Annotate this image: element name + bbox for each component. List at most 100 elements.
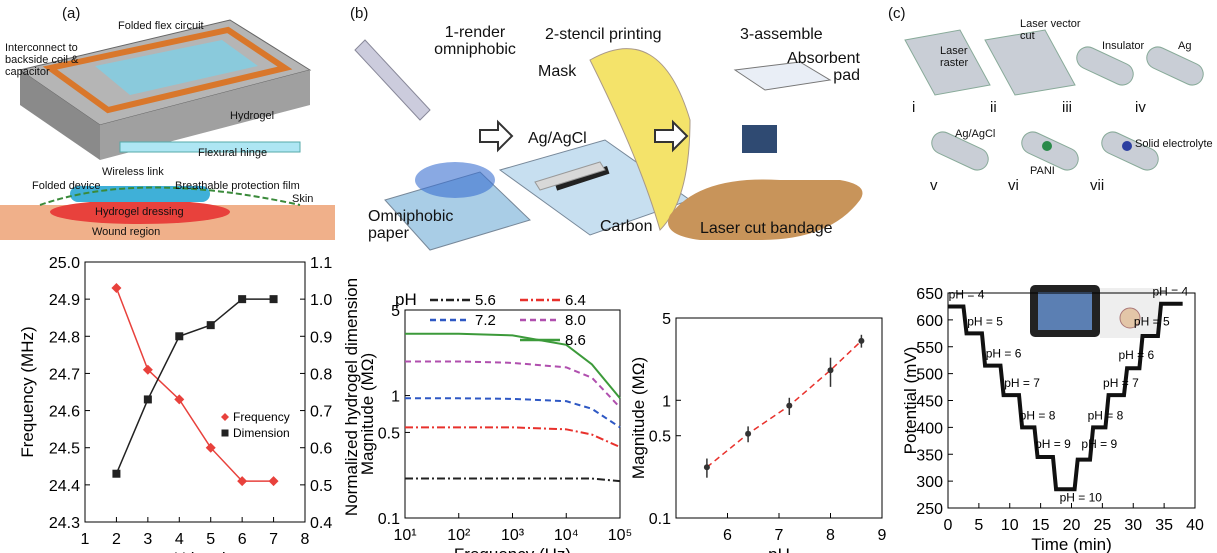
y-axis-label: Magnitude (MΩ)	[358, 353, 377, 475]
x-tick-label: 3	[143, 531, 152, 548]
callout: Absorbent pad	[780, 50, 860, 84]
x-tick-label: 15	[1032, 517, 1050, 534]
y2-tick-label: 0.8	[310, 366, 332, 383]
y2-tick-label: 0.7	[310, 404, 332, 421]
panel-label: (a)	[62, 8, 80, 20]
y-tick-label: 25.0	[49, 255, 80, 272]
annotation: pH = 4	[949, 287, 985, 301]
marker	[270, 295, 278, 303]
step-label: iv	[1135, 102, 1146, 114]
annotation: pH = 8	[1020, 408, 1056, 422]
x-tick-label: 7	[269, 531, 278, 548]
step-label: i	[912, 102, 915, 114]
y-tick-label: 1	[391, 389, 400, 406]
plot-frame	[676, 318, 882, 518]
callout: Laser vector cut	[1020, 18, 1090, 42]
series-line	[405, 361, 620, 407]
marker	[704, 464, 710, 470]
step-label: v	[930, 180, 938, 192]
step-label: ii	[990, 102, 997, 114]
x-axis-label: Frequency (Hz)	[454, 545, 571, 553]
y-tick-label: 24.4	[49, 478, 80, 495]
annotation: pH = 7	[1004, 376, 1040, 390]
x-tick-label: 9	[878, 527, 887, 544]
y2-tick-label: 1.0	[310, 292, 332, 309]
y-tick-label: 250	[916, 501, 943, 518]
x-tick-label: 7	[775, 527, 784, 544]
series-line	[948, 304, 1183, 489]
callout: Ag	[1178, 40, 1191, 52]
legend-label: 8.0	[565, 312, 586, 329]
x-tick-label: 20	[1063, 517, 1081, 534]
annotation: pH = 6	[1118, 348, 1154, 362]
callout: Laser cut bandage	[700, 220, 833, 237]
y-axis-label: Potential (mV)	[901, 347, 920, 455]
marker	[175, 332, 183, 340]
annotation: pH = 9	[1081, 437, 1117, 451]
annotation: pH = 7	[1103, 376, 1139, 390]
callout: Carbon	[600, 218, 652, 235]
annotation: pH = 8	[1088, 408, 1124, 422]
y-tick-label: 350	[916, 447, 943, 464]
y-tick-label: 5	[662, 311, 671, 328]
callout: Hydrogel dressing	[95, 206, 184, 218]
charts: 1234567824.324.424.524.624.724.824.925.0…	[0, 0, 1217, 553]
series-line	[405, 427, 620, 447]
x-axis-label: pH	[768, 545, 790, 553]
marker	[112, 470, 120, 478]
x-tick-label: 8	[301, 531, 310, 548]
marker	[144, 395, 152, 403]
x-axis-label: Time (min)	[1031, 535, 1112, 553]
legend-label: 6.4	[565, 292, 586, 309]
step-title: 2-stencil printing	[545, 26, 662, 43]
y-tick-label: 0.1	[649, 511, 671, 528]
y-tick-label: 300	[916, 474, 943, 491]
step-label: vi	[1008, 180, 1019, 192]
callout: Omniphobic paper	[368, 208, 448, 242]
marker	[786, 403, 792, 409]
x-tick-label: 30	[1124, 517, 1142, 534]
x-tick-label: 0	[944, 517, 953, 534]
marker	[207, 321, 215, 329]
x-tick-label: 10⁵	[608, 527, 632, 544]
y2-tick-label: 0.9	[310, 329, 332, 346]
figure: 1234567824.324.424.524.624.724.824.925.0…	[0, 0, 1217, 553]
callout: Interconnect to backside coil & capacito…	[5, 42, 110, 78]
callout: Solid electrolyte	[1135, 138, 1213, 150]
legend-marker	[222, 430, 229, 437]
y-tick-label: 1	[662, 393, 671, 410]
x-tick-label: 35	[1155, 517, 1173, 534]
legend-label: 8.6	[565, 332, 586, 349]
legend-label: Dimension	[233, 426, 290, 440]
y2-tick-label: 0.5	[310, 478, 332, 495]
annotation: pH = 5	[967, 314, 1003, 328]
callout: Breathable protection film	[175, 180, 300, 192]
marker	[238, 295, 246, 303]
y-tick-label: 0.5	[378, 425, 400, 442]
fit-line	[116, 288, 273, 481]
x-tick-label: 10	[1001, 517, 1019, 534]
callout: Hydrogel	[230, 110, 274, 122]
x-axis-label: pH level	[164, 549, 225, 553]
step-title: 1-render omniphobic	[425, 24, 525, 58]
legend-marker	[221, 413, 229, 421]
y-tick-label: 550	[916, 340, 943, 357]
callout: Skin	[292, 193, 313, 205]
annotation: pH = 9	[1035, 437, 1071, 451]
y-tick-label: 450	[916, 394, 943, 411]
y-axis-label: Frequency (MHz)	[18, 326, 37, 457]
panel-label: (b)	[350, 8, 368, 20]
legend-title: pH	[395, 290, 417, 309]
x-tick-label: 1	[81, 531, 90, 548]
fit-line	[707, 341, 862, 467]
y-tick-label: 600	[916, 313, 943, 330]
y-tick-label: 24.3	[49, 515, 80, 532]
y-tick-label: 24.6	[49, 404, 80, 421]
x-tick-label: 10³	[501, 527, 525, 544]
y-tick-label: 24.7	[49, 366, 80, 383]
y2-tick-label: 0.6	[310, 441, 332, 458]
y-tick-label: 400	[916, 420, 943, 437]
annotation: pH = 5	[1134, 314, 1170, 328]
marker	[745, 431, 751, 437]
fit-line	[116, 299, 273, 474]
